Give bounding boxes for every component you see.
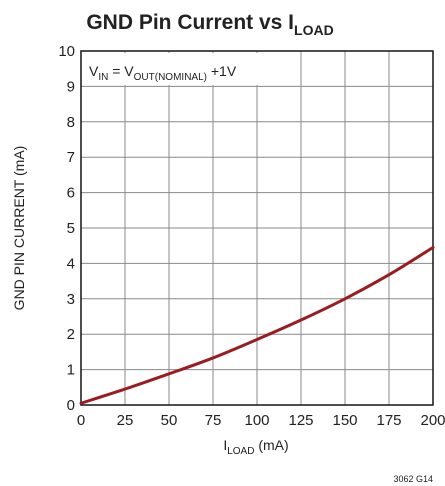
annotation-plus-1v: +1V [207,63,237,79]
y-tick-label-10: 10 [58,43,75,60]
y-tick-label-9: 9 [67,78,75,95]
annotation-background [83,53,293,85]
x-tick-label-7: 175 [376,412,401,429]
x-tick-label-5: 125 [288,412,313,429]
condition-annotation: VIN = VOUT(NOMINAL) +1V [89,63,237,83]
y-tick-label-4: 4 [67,255,75,272]
x-tick-label-8: 200 [420,412,445,429]
y-tick-label-1: 1 [67,362,75,379]
y-axis-tick-labels: 0 1 2 3 4 5 6 7 8 9 10 [58,43,75,414]
x-tick-label-0: 0 [77,412,85,429]
chart-title-main: GND Pin Current vs I [86,11,294,34]
y-tick-label-2: 2 [67,326,75,343]
x-tick-label-2: 50 [161,412,178,429]
x-tick-label-6: 150 [332,412,357,429]
x-tick-label-1: 25 [117,412,134,429]
x-axis-tick-labels: 0 25 50 75 100 125 150 175 200 [77,412,445,429]
chart-title: GND Pin Current vs ILOAD [86,11,333,38]
x-tick-label-4: 100 [244,412,269,429]
grid-lines [80,50,434,406]
y-axis-label: GND PIN CURRENT (mA) [11,146,27,311]
x-axis-label: ILOAD (mA) [223,437,288,457]
plot-frame [80,50,434,406]
y-tick-label-0: 0 [67,397,75,414]
y-tick-label-7: 7 [67,149,75,166]
chart-title-subscript: LOAD [294,22,334,38]
x-axis-label-subscript: LOAD [227,446,254,457]
annotation-in-subscript: IN [98,72,108,83]
annotation-v-in: V [89,63,99,79]
annotation-out-subscript: OUT(NOMINAL) [134,72,207,83]
y-tick-label-6: 6 [67,185,75,202]
x-tick-label-3: 75 [205,412,222,429]
y-tick-label-5: 5 [67,220,75,237]
figure-id: 3062 G14 [393,474,433,484]
y-tick-label-3: 3 [67,291,75,308]
series-line-gnd-current [79,245,435,405]
x-axis-label-main: I [223,437,227,453]
x-axis-label-units: (mA) [254,437,288,453]
y-tick-label-8: 8 [67,114,75,131]
annotation-equals-v-out: = V [108,63,134,79]
